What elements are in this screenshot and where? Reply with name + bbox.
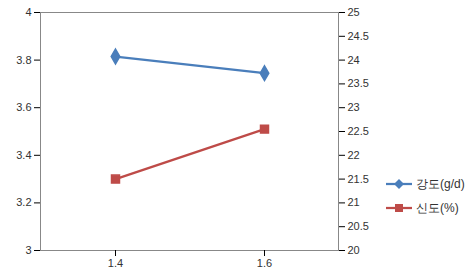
svg-text:20.5: 20.5 xyxy=(348,220,369,232)
svg-text:24.5: 24.5 xyxy=(348,30,369,42)
svg-text:1.4: 1.4 xyxy=(108,257,123,269)
svg-text:4: 4 xyxy=(25,6,31,18)
svg-text:3.6: 3.6 xyxy=(16,101,31,113)
svg-text:25: 25 xyxy=(348,6,360,18)
svg-text:3: 3 xyxy=(25,244,31,256)
svg-text:22.5: 22.5 xyxy=(348,125,369,137)
svg-text:21.5: 21.5 xyxy=(348,173,369,185)
svg-text:23: 23 xyxy=(348,101,360,113)
svg-text:24: 24 xyxy=(348,54,360,66)
svg-text:1.6: 1.6 xyxy=(257,257,272,269)
html-text:강도(g/d): 강도(g/d) xyxy=(416,176,465,191)
svg-text:3.4: 3.4 xyxy=(16,149,31,161)
html-text:신도(%): 신도(%) xyxy=(416,200,459,215)
svg-text:3.2: 3.2 xyxy=(16,196,31,208)
svg-text:23.5: 23.5 xyxy=(348,77,369,89)
svg-text:22: 22 xyxy=(348,149,360,161)
svg-text:20: 20 xyxy=(348,244,360,256)
svg-text:3.8: 3.8 xyxy=(16,54,31,66)
svg-text:21: 21 xyxy=(348,196,360,208)
